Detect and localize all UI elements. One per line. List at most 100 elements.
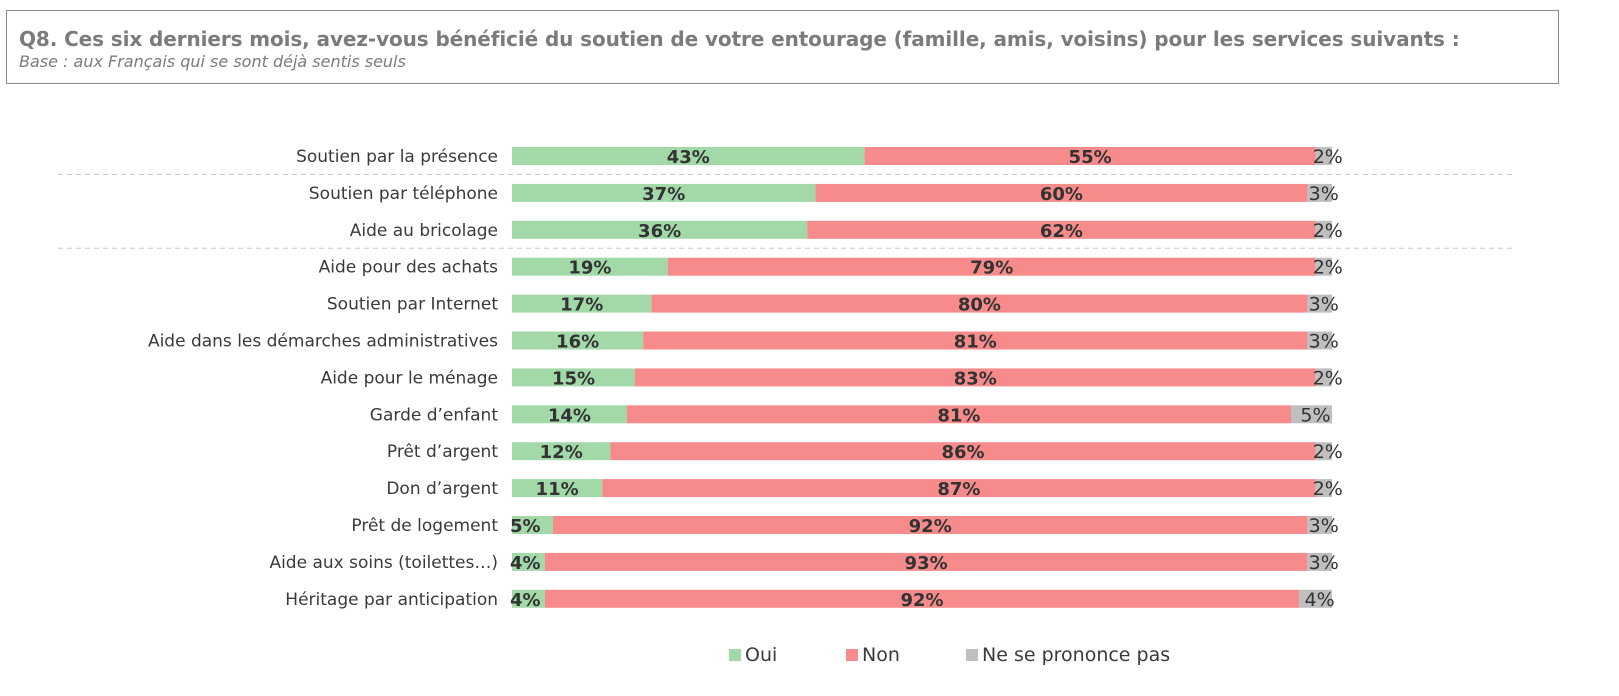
bar-segment-oui [512, 552, 545, 571]
bar-segment-non [815, 183, 1308, 202]
data-label: 86% [941, 442, 984, 463]
data-label: 92% [909, 516, 952, 537]
question-base: Base : aux Français qui se sont déjà sen… [19, 52, 406, 71]
bar-segment-non [544, 589, 1300, 608]
data-label: 3% [1309, 515, 1339, 537]
category-label: Prêt d’argent [387, 442, 498, 462]
bar-segment-oui [512, 257, 668, 276]
bar-segment-ne-se-prononce-pas [1315, 479, 1332, 498]
category-label: Aide dans les démarches administratives [148, 332, 498, 352]
bar-segment-ne-se-prononce-pas [1299, 589, 1332, 608]
bar-segment-oui [512, 516, 553, 534]
question-title: Q8. Ces six derniers mois, avez-vous bén… [19, 27, 1460, 51]
category-label: Don d’argent [386, 479, 498, 499]
data-label: 4% [1305, 589, 1335, 611]
bar-segment-non [544, 552, 1308, 571]
data-label: 2% [1313, 367, 1343, 389]
category-label: Soutien par téléphone [309, 184, 498, 204]
data-label: 16% [556, 332, 599, 353]
data-label: 93% [905, 553, 948, 574]
data-label: 2% [1313, 478, 1343, 500]
data-label: 14% [548, 405, 591, 426]
bar-segment-ne-se-prononce-pas [1315, 368, 1332, 387]
legend-label: Non [862, 644, 900, 666]
data-label: 36% [638, 221, 681, 242]
bar-segment-non [651, 294, 1308, 313]
bar-segment-oui [512, 442, 611, 461]
bar-segment-ne-se-prononce-pas [1291, 405, 1332, 424]
legend-label: Ne se prononce pas [982, 644, 1170, 666]
bar-segment-non [635, 368, 1316, 387]
legend-swatch [729, 649, 741, 661]
category-label: Héritage par anticipation [285, 590, 498, 610]
data-label: 3% [1309, 331, 1339, 353]
bar-segment-ne-se-prononce-pas [1315, 147, 1332, 165]
question-header: Q8. Ces six derniers mois, avez-vous bén… [6, 10, 1559, 84]
bar-segment-oui [512, 479, 603, 498]
data-label: 60% [1040, 184, 1083, 205]
bar-segment-non [643, 331, 1308, 350]
data-label: 5% [510, 516, 541, 537]
data-label: 19% [568, 258, 611, 279]
bar-segment-oui [512, 183, 816, 202]
bar-segment-non [807, 220, 1316, 239]
data-label: 62% [1040, 221, 1083, 242]
bar-segment-ne-se-prononce-pas [1315, 257, 1332, 276]
data-label: 3% [1309, 183, 1339, 205]
data-label: 87% [937, 479, 980, 500]
bar-segment-oui [512, 147, 865, 165]
bar-segment-oui [512, 331, 644, 350]
category-label: Soutien par Internet [327, 295, 498, 315]
bar-segment-oui [512, 220, 808, 239]
category-label: Prêt de logement [351, 516, 498, 536]
category-label: Aide pour des achats [319, 258, 498, 278]
category-label: Aide au bricolage [350, 221, 498, 241]
data-label: 37% [642, 184, 685, 205]
data-label: 17% [560, 295, 603, 316]
data-label: 2% [1313, 220, 1343, 242]
bar-segment-ne-se-prononce-pas [1307, 516, 1332, 534]
data-label: 81% [937, 405, 980, 426]
data-label: 79% [970, 258, 1013, 279]
legend-label: Oui [745, 644, 777, 666]
bar-segment-non [626, 405, 1291, 424]
data-label: 3% [1309, 294, 1339, 316]
data-label: 4% [510, 553, 541, 574]
legend-swatch [846, 649, 858, 661]
legend-swatch [966, 649, 978, 661]
bar-segment-non [602, 479, 1316, 498]
data-label: 81% [954, 332, 997, 353]
data-label: 3% [1309, 552, 1339, 574]
bar-segment-non [553, 516, 1308, 534]
bar-segment-ne-se-prononce-pas [1307, 183, 1332, 202]
bar-segment-oui [512, 405, 627, 424]
bar-segment-non [667, 257, 1316, 276]
data-label: 80% [958, 295, 1001, 316]
data-label: 4% [510, 590, 541, 611]
data-label: 2% [1313, 257, 1343, 279]
data-label: 2% [1313, 146, 1343, 168]
bar-segment-ne-se-prononce-pas [1307, 552, 1332, 571]
category-label: Aide aux soins (toilettes…) [269, 553, 498, 573]
category-label: Soutien par la présence [296, 147, 498, 167]
data-label: 15% [552, 368, 595, 389]
bar-segment-non [610, 442, 1316, 461]
bar-segment-ne-se-prononce-pas [1315, 220, 1332, 239]
bar-segment-oui [512, 589, 545, 608]
bar-segment-oui [512, 294, 652, 313]
data-label: 43% [667, 147, 710, 168]
bar-segment-ne-se-prononce-pas [1307, 331, 1332, 350]
category-label: Aide pour le ménage [321, 368, 498, 388]
data-label: 5% [1300, 404, 1330, 426]
data-label: 55% [1069, 147, 1112, 168]
data-label: 11% [536, 479, 579, 500]
data-label: 2% [1313, 441, 1343, 463]
category-label: Garde d’enfant [370, 405, 499, 425]
bar-segment-oui [512, 368, 635, 387]
bar-segment-non [864, 147, 1316, 165]
data-label: 92% [900, 590, 943, 611]
data-label: 12% [540, 442, 583, 463]
data-label: 83% [954, 368, 997, 389]
bar-segment-ne-se-prononce-pas [1315, 442, 1332, 461]
